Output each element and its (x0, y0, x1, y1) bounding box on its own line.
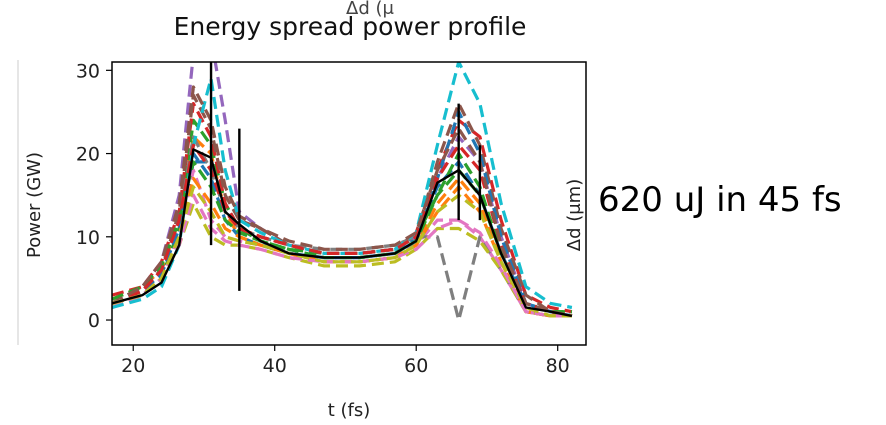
right-axis-label: Δd (μm) (564, 179, 585, 252)
x-tick-label: 60 (404, 355, 428, 377)
x-ticks: 20 40 60 80 (121, 345, 570, 377)
energy-annotation: 620 uJ in 45 fs (598, 180, 842, 220)
series-layer (112, 37, 572, 320)
y-tick-label: 20 (76, 144, 100, 166)
x-axis-label: t (fs) (328, 400, 371, 421)
y-axis-label: Power (GW) (24, 152, 45, 258)
x-tick-label: 20 (121, 355, 145, 377)
y-tick-label: 10 (76, 227, 100, 249)
x-tick-label: 80 (546, 355, 570, 377)
y-tick-label: 30 (76, 60, 100, 82)
y-tick-label: 0 (88, 310, 100, 332)
x-tick-label: 40 (263, 355, 287, 377)
power-shot-line-15 (112, 87, 572, 316)
y-ticks: 0 10 20 30 (76, 60, 112, 332)
chart-title: Energy spread power profile (110, 12, 590, 41)
